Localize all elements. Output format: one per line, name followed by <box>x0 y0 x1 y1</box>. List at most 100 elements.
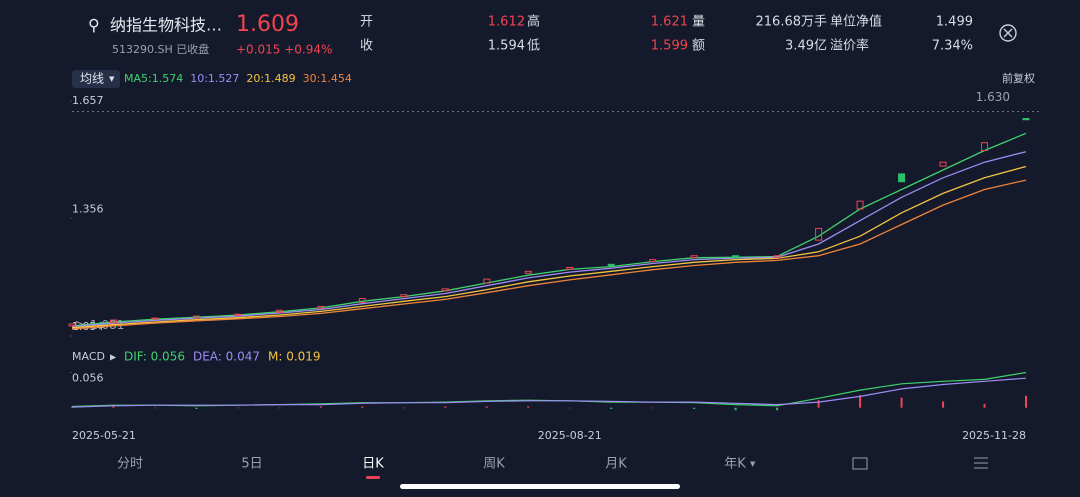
fund-name: 纳指生物科技… <box>110 16 222 35</box>
fund-code: 513290.SH 已收盘 <box>112 42 209 56</box>
ma-line <box>71 179 1027 330</box>
dropdown-caret: ▼ <box>750 460 756 468</box>
period-tab[interactable]: 5日 <box>241 457 262 472</box>
legend-entry: 10:1.527 <box>190 72 239 85</box>
candle <box>524 270 532 274</box>
macd-bar <box>693 407 696 409</box>
macd-bar <box>112 406 115 408</box>
quote-label: 额 <box>692 39 705 54</box>
quote-value: 1.612 <box>488 15 525 30</box>
candle <box>773 255 781 259</box>
quote-value: 3.49亿 <box>785 39 827 54</box>
indicator-icon[interactable] <box>852 457 868 470</box>
legend-entry: 20:1.489 <box>246 72 295 85</box>
period-tab[interactable]: 月K <box>605 457 627 472</box>
ma-line <box>71 165 1027 329</box>
home-indicator <box>400 484 680 489</box>
candle <box>732 255 740 259</box>
candle <box>607 263 615 266</box>
period-tab[interactable]: 周K <box>483 457 505 472</box>
candle <box>483 278 491 284</box>
macd-bar <box>485 406 488 408</box>
candle <box>939 161 947 167</box>
candle <box>400 294 408 298</box>
x-tick-label: 2025-11-28 <box>962 429 1026 442</box>
candle <box>981 142 989 151</box>
y-tick-label: 1.657 <box>72 94 104 107</box>
macd-bar <box>236 407 239 409</box>
macd-title: MACD <box>72 350 105 363</box>
candle <box>275 309 283 313</box>
candle <box>151 317 159 320</box>
quote-value: 1.599 <box>651 39 688 54</box>
macd-bar <box>610 407 613 409</box>
quote-value: 1.594 <box>488 39 525 54</box>
macd-legend: DEA: 0.047 <box>193 350 260 364</box>
macd-bar <box>444 406 447 408</box>
macd-bar <box>651 407 654 409</box>
candle <box>109 319 117 324</box>
search-icon[interactable]: ⚲ <box>88 16 100 35</box>
macd-bar <box>402 407 405 409</box>
candle <box>690 255 698 259</box>
macd-line <box>71 377 1027 408</box>
candle <box>856 200 864 210</box>
candle <box>441 288 449 292</box>
macd-bar <box>734 407 737 411</box>
quote-value: 1.621 <box>651 15 688 30</box>
ma-button-label: 均线 <box>80 72 104 86</box>
macd-bar <box>195 407 198 409</box>
macd-legend: DIF: 0.056 <box>124 350 185 364</box>
macd-bar <box>1025 395 1027 408</box>
active-tab-indicator <box>366 476 380 479</box>
quote-label: 低 <box>527 39 540 54</box>
ma-dropdown: ▼ <box>109 75 115 83</box>
candle <box>68 323 76 327</box>
candle <box>317 305 325 309</box>
price-change: +0.015 +0.94% <box>236 43 332 57</box>
macd-caret: ▶ <box>110 353 117 362</box>
quote-label: 单位净值 <box>830 14 882 30</box>
macd-bar <box>942 401 945 408</box>
y-tick-label: 0.056 <box>72 372 104 385</box>
period-tab[interactable]: 日K <box>362 457 384 472</box>
macd-bar <box>776 407 779 411</box>
macd-bar <box>527 406 530 408</box>
macd-bar <box>153 407 156 409</box>
close-icon <box>1003 28 1013 38</box>
quote-label: 收 <box>360 39 373 54</box>
candle <box>358 298 366 303</box>
candle <box>234 313 242 316</box>
macd-bar <box>568 407 571 409</box>
max-label: 1.630 <box>976 90 1010 104</box>
quote-value: 216.68万手 <box>756 15 828 30</box>
macd-bar <box>983 403 986 408</box>
last-price: 1.609 <box>236 12 299 37</box>
candle <box>898 173 906 183</box>
candle <box>192 315 200 319</box>
close-button[interactable] <box>999 24 1017 42</box>
macd-bar <box>278 407 281 409</box>
macd-bar <box>817 400 820 408</box>
y-tick-label: 1.356 <box>72 202 104 215</box>
adjust-mode[interactable]: 前复权 <box>1002 71 1035 85</box>
quote-label: 溢价率 <box>830 38 869 54</box>
macd-bar <box>361 406 364 408</box>
ma-button[interactable] <box>72 70 120 88</box>
ma-line <box>71 151 1027 328</box>
legend-entry: 30:1.454 <box>303 72 352 85</box>
candle <box>1022 118 1030 121</box>
period-tab[interactable]: 年K <box>724 457 746 472</box>
quote-value: 1.499 <box>936 15 973 30</box>
settings-icon[interactable] <box>974 457 988 469</box>
candle <box>815 227 823 241</box>
period-tab[interactable]: 分时 <box>117 457 143 472</box>
quote-value: 7.34% <box>932 39 973 54</box>
candle <box>649 259 657 263</box>
quote-label: 高 <box>527 14 540 30</box>
macd-bar <box>859 395 862 408</box>
macd-bar <box>319 406 322 408</box>
